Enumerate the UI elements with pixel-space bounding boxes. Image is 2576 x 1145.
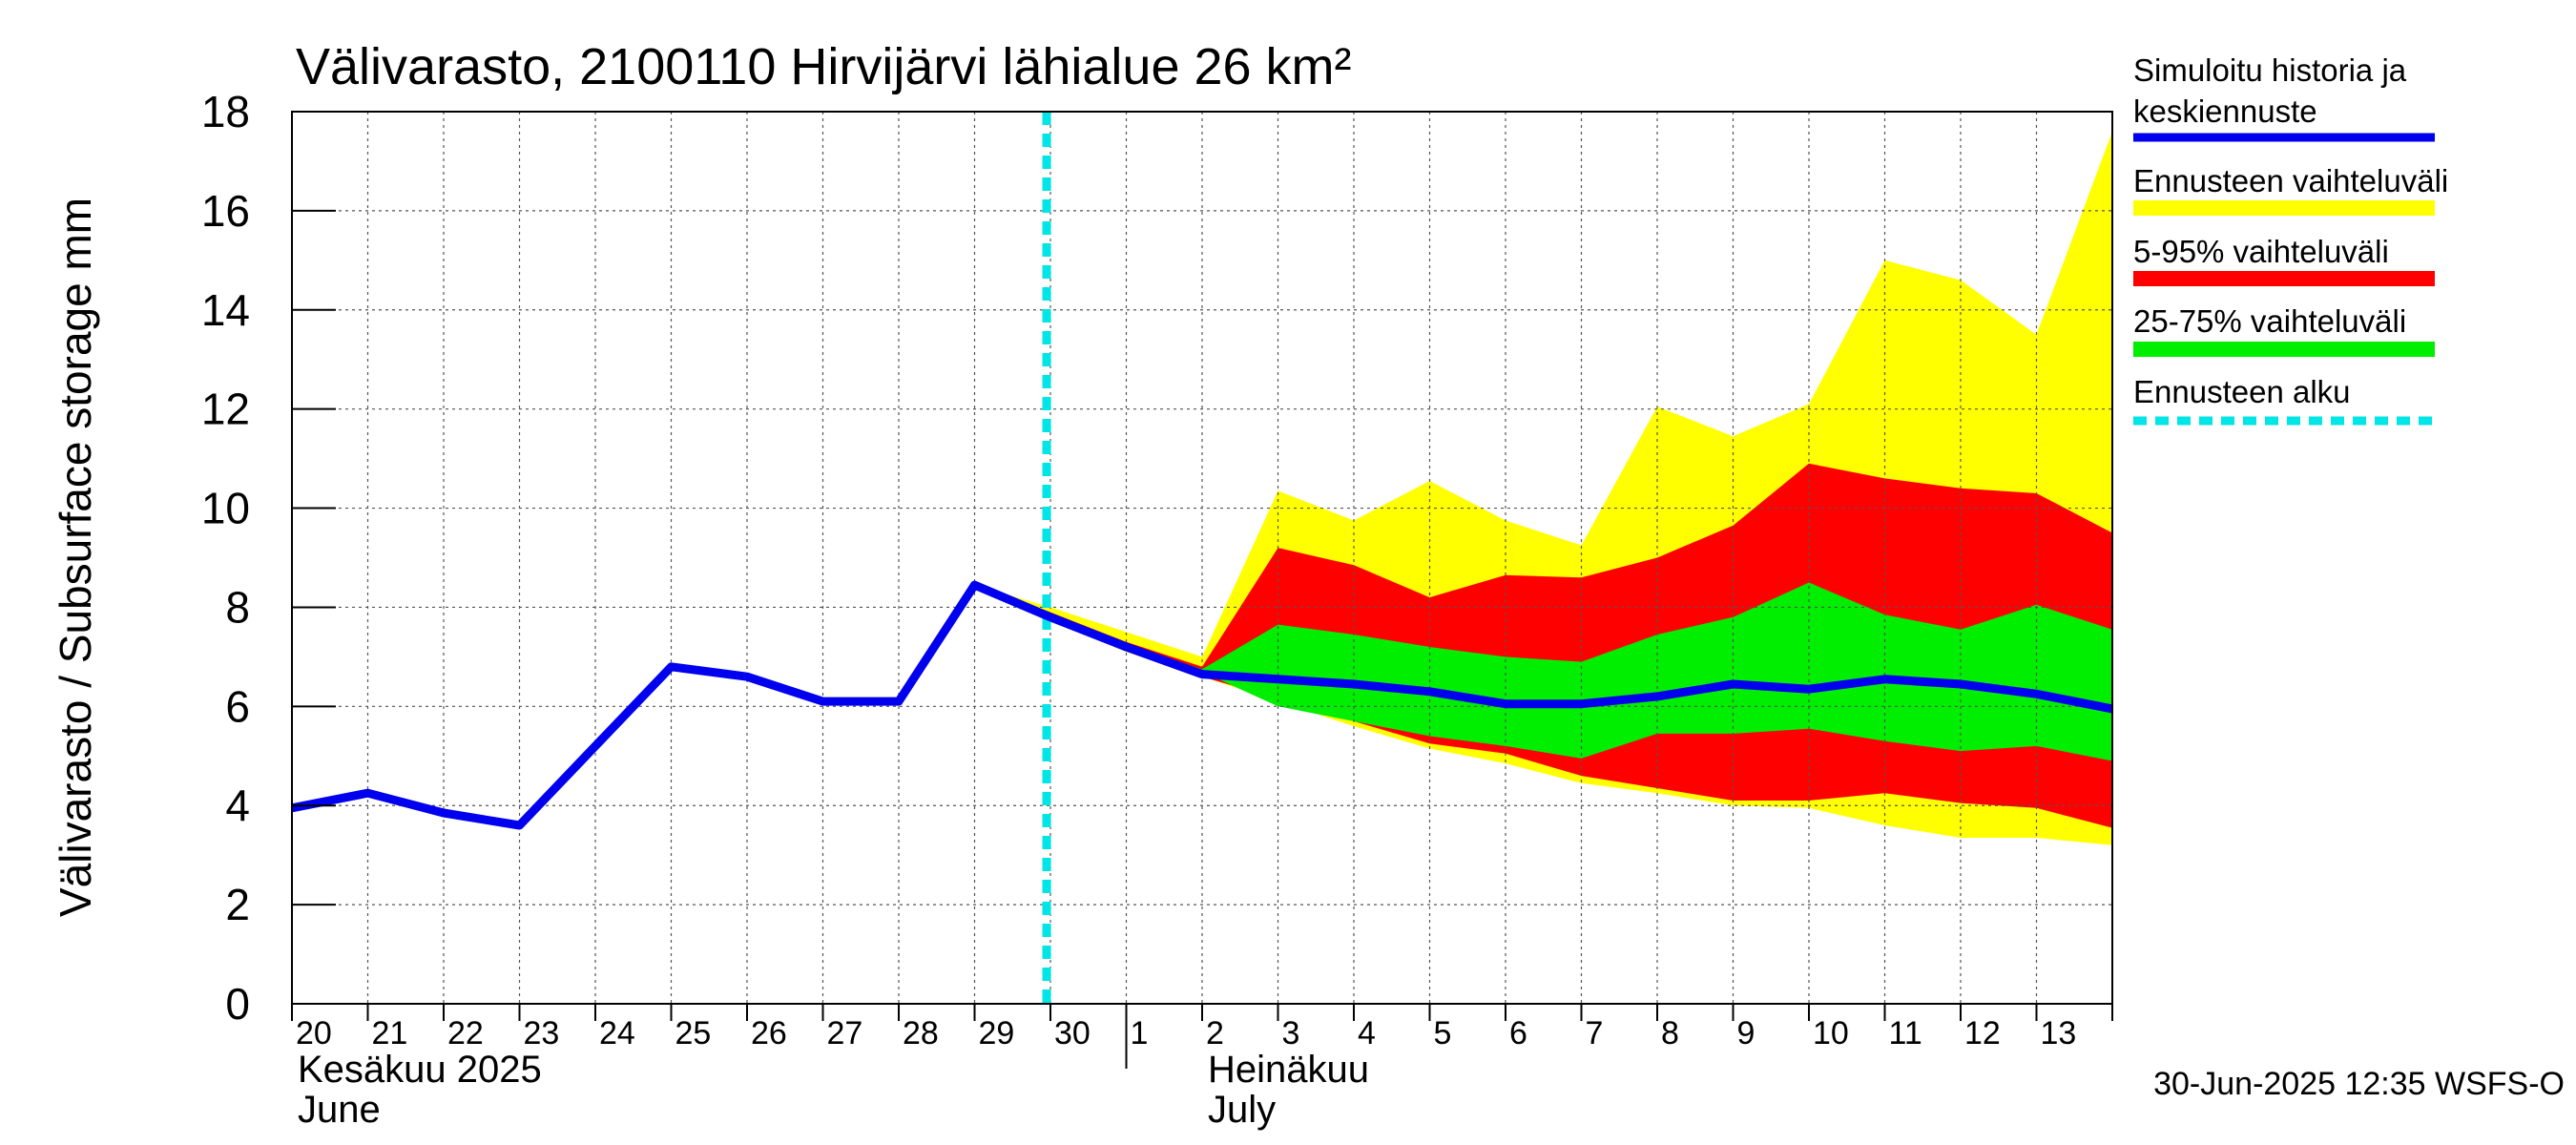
x-tick-label: 10 [1813,1015,1849,1051]
legend-label: Simuloitu historia ja [2133,52,2407,88]
x-tick-label: 30 [1054,1015,1091,1051]
band-2 [974,582,2112,761]
x-tick-label: 28 [903,1015,939,1051]
y-tick-label: 10 [201,484,250,533]
x-tick-label: 7 [1586,1015,1604,1051]
chart-title: Välivarasto, 2100110 Hirvijärvi lähialue… [296,38,1352,95]
y-tick-label: 14 [201,285,250,335]
x-tick-label: 6 [1509,1015,1527,1051]
x-axis-ticks: 20 21 22 23 24 25 26 27 28 29 30 1 2 3 4 5 6 7 8 9 10 11 12 13 [291,1004,2113,1069]
x-tick-label: 4 [1358,1015,1376,1051]
median-series-line [291,580,2113,830]
x-tick-label: 3 [1282,1015,1300,1051]
month-label-english: July [1208,1089,1276,1131]
y-tick-label: 12 [201,385,250,434]
x-tick-label: 13 [2041,1015,2077,1051]
y-axis-ticks: 0 2 4 6 8 10 12 14 16 18 [201,87,336,1029]
x-tick-label: 8 [1661,1015,1679,1051]
x-tick-label: 5 [1434,1015,1452,1051]
legend-label: keskiennuste [2133,94,2317,129]
x-tick-label: 1 [1131,1015,1149,1051]
x-tick-label: 12 [1964,1015,2001,1051]
legend-label: 25-75% vaihteluväli [2133,303,2406,339]
legend-label: Ennusteen vaihteluväli [2133,163,2448,198]
y-tick-label: 0 [225,979,250,1029]
forecast-bands [974,131,2112,845]
y-axis-label: Välivarasto / Subsurface storage mm [51,198,100,917]
band-1 [974,463,2112,828]
month-label: Kesäkuu 2025 [298,1049,542,1091]
x-tick-label: 9 [1737,1015,1755,1051]
x-tick-label: 26 [751,1015,787,1051]
x-tick-label: 27 [827,1015,863,1051]
x-tick-label: 25 [675,1015,712,1051]
x-tick-label: 11 [1889,1015,1922,1051]
y-tick-label: 4 [225,781,250,830]
x-tick-label: 21 [372,1015,408,1051]
y-tick-label: 16 [201,186,250,236]
y-tick-label: 6 [225,681,250,731]
legend-label: 5-95% vaihteluväli [2133,234,2389,269]
footer-timestamp: 30-Jun-2025 12:35 WSFS-O [2153,1066,2565,1102]
legend: Simuloitu historia ja keskiennuste Ennuste… [2133,52,2448,426]
x-tick-label: 23 [524,1015,560,1051]
x-tick-label: 2 [1206,1015,1224,1051]
x-tick-label: 24 [599,1015,635,1051]
x-tick-label: 29 [979,1015,1015,1051]
legend-label: Ennusteen alku [2133,374,2351,409]
y-tick-label: 2 [225,880,250,929]
grid-lines [292,112,2112,1004]
month-label-english: June [298,1089,381,1131]
y-tick-label: 8 [225,582,250,632]
y-tick-label: 18 [201,87,250,136]
month-label: Heinäkuu [1208,1049,1369,1091]
x-tick-label: 20 [296,1015,332,1051]
x-tick-label: 22 [447,1015,484,1051]
median-line [291,580,2113,830]
